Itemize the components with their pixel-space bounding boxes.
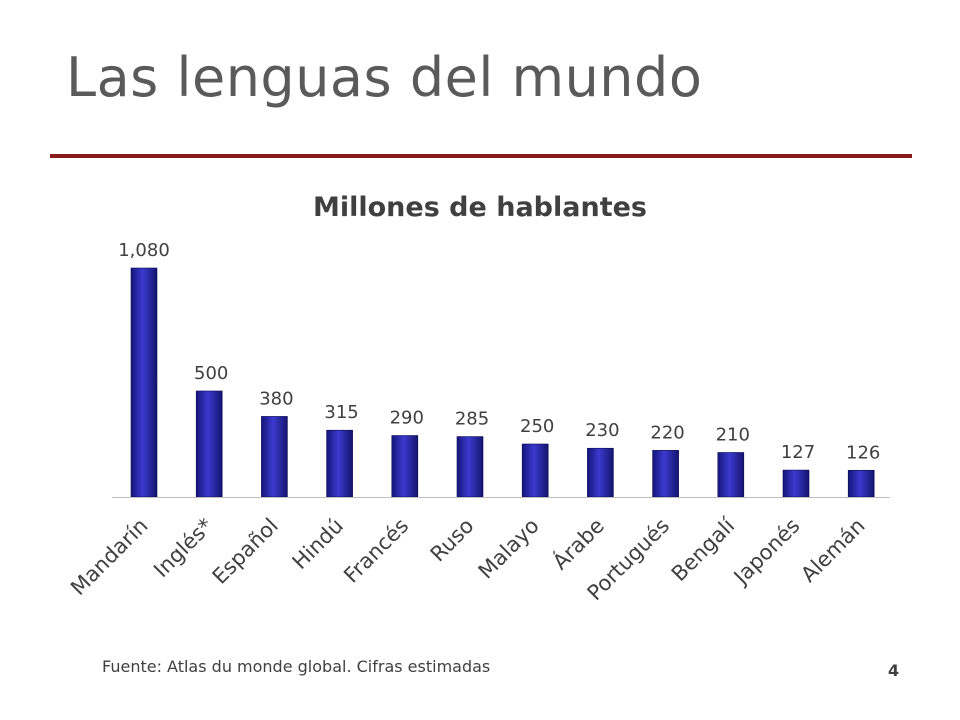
title-divider	[50, 154, 912, 158]
bar	[521, 443, 549, 498]
tick-label: Alemán	[796, 514, 869, 587]
bar	[195, 390, 223, 498]
bar	[456, 436, 484, 498]
data-label: 1,080	[118, 240, 170, 261]
tick-label: Ruso	[426, 514, 479, 567]
bar	[847, 469, 875, 498]
data-label: 220	[650, 422, 684, 443]
data-label: 290	[390, 408, 424, 429]
tick-label: Árabe	[547, 513, 609, 575]
chart-title: Millones de hablantes	[313, 192, 647, 223]
bar	[326, 429, 353, 498]
bar	[587, 447, 614, 498]
data-label: 315	[324, 402, 358, 423]
bar	[717, 452, 745, 498]
data-label: 210	[716, 424, 750, 445]
data-label: 380	[259, 388, 293, 409]
data-label: 500	[194, 363, 228, 384]
tick-label: Español	[208, 514, 283, 589]
bar	[391, 435, 419, 498]
data-label: 127	[781, 442, 815, 463]
tick-label: Malayo	[474, 514, 544, 584]
tick-label: Francés	[339, 514, 413, 588]
bar	[130, 267, 158, 498]
bar	[261, 416, 288, 498]
bar	[652, 450, 679, 498]
data-label: 285	[455, 409, 489, 430]
data-label: 126	[846, 442, 880, 463]
tick-label: Bengalí	[667, 513, 740, 586]
tick-label: Japonés	[728, 514, 805, 591]
data-label: 230	[585, 420, 619, 441]
bar	[782, 469, 810, 498]
slide-title: Las lenguas del mundo	[66, 46, 703, 109]
source-note: Fuente: Atlas du monde global. Cifras es…	[102, 657, 491, 676]
tick-label: Mandarín	[66, 514, 152, 600]
tick-label: Hindú	[288, 514, 349, 575]
page-number: 4	[888, 661, 900, 680]
data-label: 250	[520, 416, 554, 437]
